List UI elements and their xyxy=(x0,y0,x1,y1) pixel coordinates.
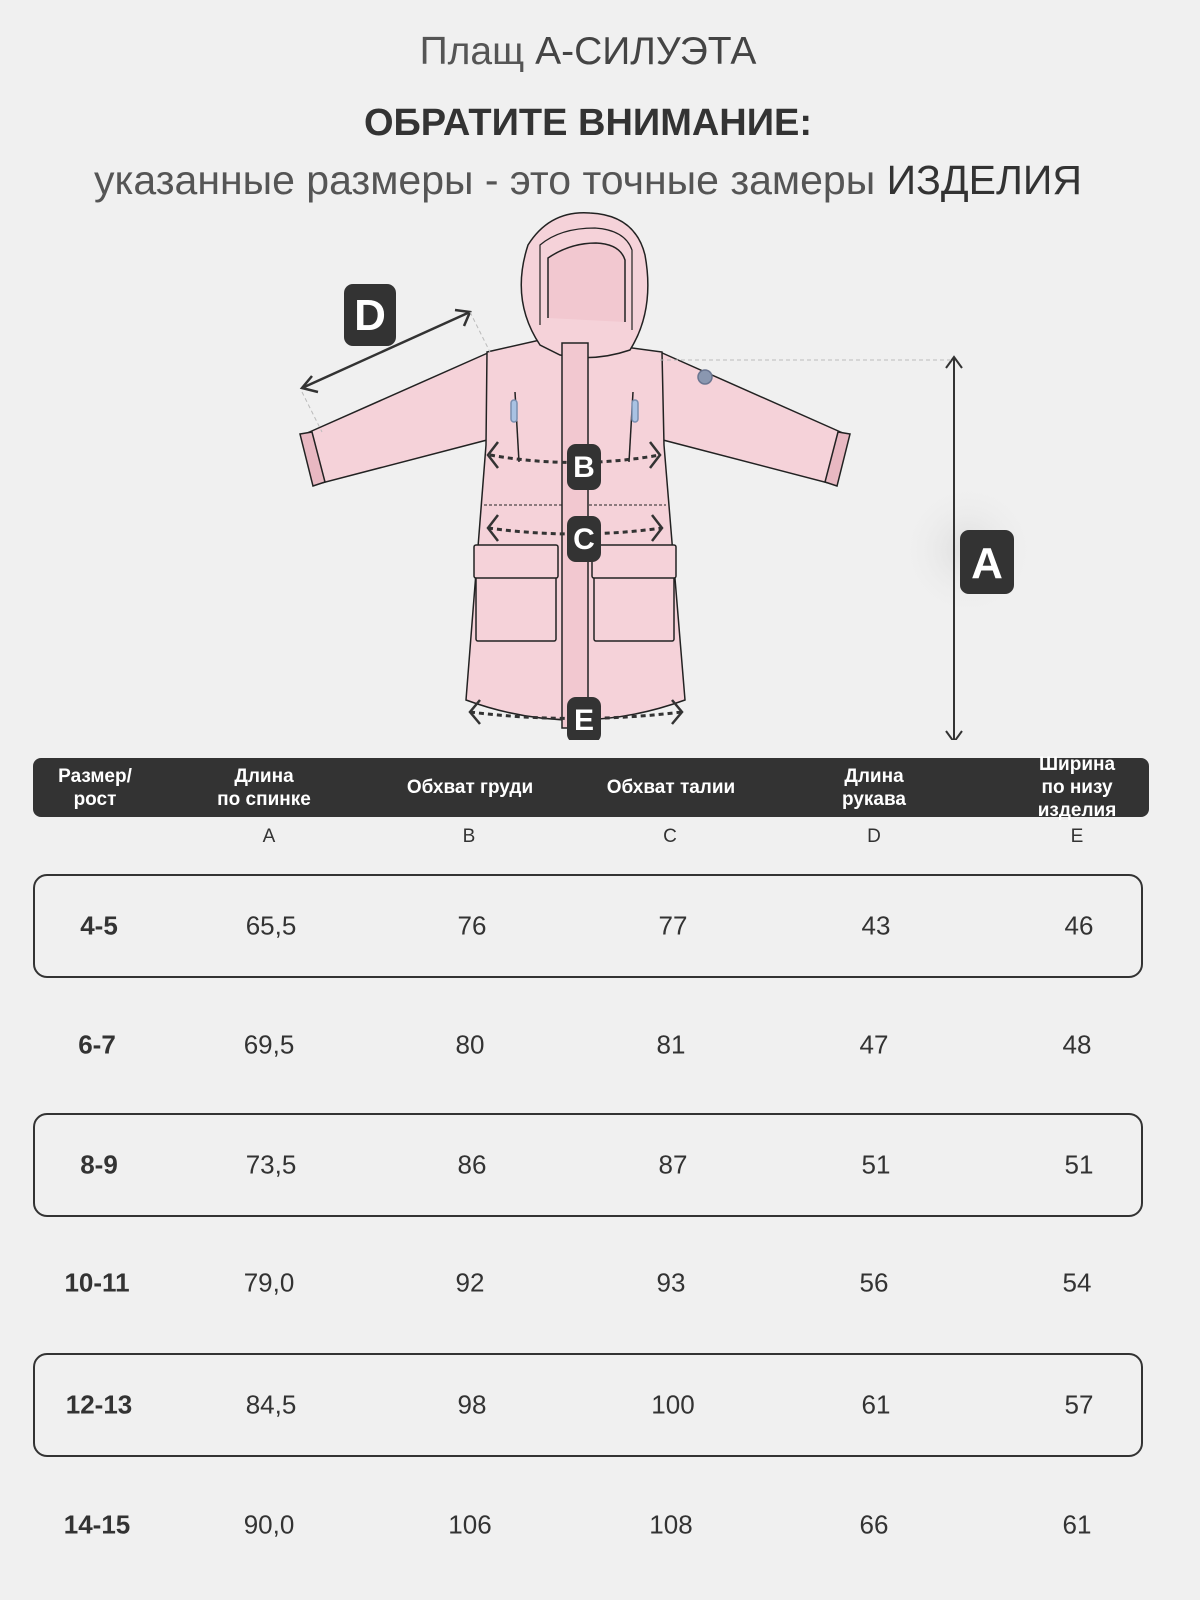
letter-a: A xyxy=(262,826,276,847)
value-cell: 77 xyxy=(658,910,688,941)
value-cell: 51 xyxy=(861,1149,891,1180)
measurement-labels: A B C D E xyxy=(344,284,1014,740)
header-size: Размер/ рост xyxy=(58,765,132,810)
table-row: 4-5 65,5 76 77 43 46 xyxy=(33,874,1143,978)
value-cell: 100 xyxy=(651,1389,695,1420)
notice-heading: ОБРАТИТЕ ВНИМАНИЕ: xyxy=(363,102,813,144)
size-cell: 4-5 xyxy=(80,910,118,941)
value-cell: 86 xyxy=(457,1149,487,1180)
value-cell: 108 xyxy=(649,1509,693,1540)
letter-e: E xyxy=(1070,826,1084,847)
notice-text: указанные размеры - это точные замеры ИЗ… xyxy=(94,157,1082,203)
value-cell: 47 xyxy=(859,1029,889,1060)
value-cell: 90,0 xyxy=(243,1509,295,1540)
size-cell: 6-7 xyxy=(78,1029,116,1060)
value-cell: 84,5 xyxy=(245,1389,297,1420)
value-cell: 93 xyxy=(656,1267,686,1298)
label-c: C xyxy=(573,523,595,556)
value-cell: 46 xyxy=(1064,910,1094,941)
size-cell: 12-13 xyxy=(65,1389,133,1420)
value-cell: 61 xyxy=(1062,1509,1092,1540)
value-cell: 48 xyxy=(1062,1029,1092,1060)
table-row: 12-13 84,5 98 100 61 57 xyxy=(33,1353,1143,1457)
value-cell: 56 xyxy=(859,1267,889,1298)
coat-diagram: A B C D E xyxy=(299,212,1038,740)
value-cell: 66 xyxy=(859,1509,889,1540)
header-waist: Обхват талии xyxy=(606,777,736,798)
letter-c: C xyxy=(663,826,677,847)
label-e: E xyxy=(574,704,594,737)
table-row: 14-15 90,0 106 108 66 61 xyxy=(33,1475,1139,1575)
table-header: Размер/ рост Длина по спинке Обхват груд… xyxy=(33,754,1149,821)
letter-d: D xyxy=(867,826,881,847)
header-back-length: Длина по спинке xyxy=(217,765,311,810)
value-cell: 81 xyxy=(656,1029,686,1060)
value-cell: 98 xyxy=(457,1389,487,1420)
table-row: 10-11 79,0 92 93 56 54 xyxy=(33,1233,1139,1333)
value-cell: 57 xyxy=(1064,1389,1094,1420)
size-cell: 8-9 xyxy=(80,1149,118,1180)
value-cell: 43 xyxy=(861,910,891,941)
value-cell: 92 xyxy=(455,1267,485,1298)
value-cell: 61 xyxy=(861,1389,891,1420)
table-row: 6-7 69,5 80 81 47 48 xyxy=(33,995,1139,1095)
size-cell: 14-15 xyxy=(63,1509,131,1540)
label-a: A xyxy=(971,539,1003,588)
label-d: D xyxy=(354,291,386,340)
value-cell: 51 xyxy=(1064,1149,1094,1180)
value-cell: 65,5 xyxy=(245,910,297,941)
value-cell: 106 xyxy=(448,1509,492,1540)
product-title: Плащ А-СИЛУЭТА xyxy=(419,30,757,73)
value-cell: 87 xyxy=(658,1149,688,1180)
table-row: 8-9 73,5 86 87 51 51 xyxy=(33,1113,1143,1217)
measurement-lines xyxy=(299,308,963,740)
label-b: B xyxy=(573,451,595,484)
value-cell: 79,0 xyxy=(243,1267,295,1298)
header-hem-width: Ширина по низу изделия xyxy=(1037,754,1117,821)
value-cell: 80 xyxy=(455,1029,485,1060)
header-chest: Обхват груди xyxy=(406,777,534,798)
value-cell: 54 xyxy=(1062,1267,1092,1298)
header-sleeve: Длина рукава xyxy=(842,765,906,810)
value-cell: 73,5 xyxy=(245,1149,297,1180)
letter-b: B xyxy=(462,826,476,847)
size-cell: 10-11 xyxy=(64,1267,130,1298)
guide-lines xyxy=(301,311,954,433)
value-cell: 76 xyxy=(457,910,487,941)
value-cell: 69,5 xyxy=(243,1029,295,1060)
